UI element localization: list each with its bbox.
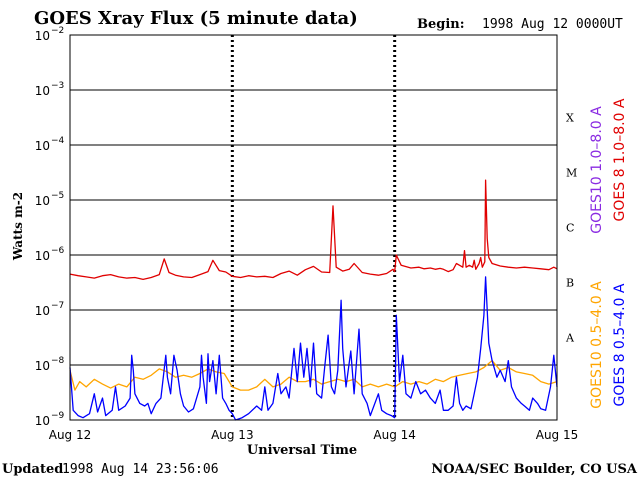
x-tick-label: Aug 12 bbox=[49, 428, 92, 442]
y-tick-exponent: −9 bbox=[51, 411, 65, 421]
y-tick-label: 10 bbox=[35, 84, 50, 98]
y-tick-exponent: −8 bbox=[51, 356, 65, 366]
y-tick-label: 10 bbox=[35, 414, 50, 428]
y-tick-exponent: −2 bbox=[51, 26, 64, 36]
flare-class-label: A bbox=[565, 332, 575, 345]
series-line bbox=[69, 179, 558, 281]
legend-entry: GOES10 0.5–4.0 A bbox=[589, 281, 605, 409]
begin-label: Begin: bbox=[417, 17, 465, 32]
x-axis-label: Universal Time bbox=[247, 443, 357, 458]
x-tick-label: Aug 15 bbox=[536, 428, 579, 442]
y-tick-label: 10 bbox=[35, 304, 50, 318]
legend-entry: GOES 8 0.5–4.0 A bbox=[612, 283, 628, 406]
legend-entry: GOES10 1.0–8.0 A bbox=[589, 106, 605, 234]
updated-label: Updated bbox=[2, 462, 63, 477]
y-tick-exponent: −7 bbox=[51, 301, 64, 311]
y-tick-label: 10 bbox=[35, 29, 50, 43]
y-tick-label: 10 bbox=[35, 359, 50, 373]
y-tick-exponent: −3 bbox=[51, 81, 64, 91]
chart-title: GOES Xray Flux (5 minute data) bbox=[34, 8, 358, 29]
updated-value: 1998 Aug 14 23:56:06 bbox=[62, 462, 219, 477]
y-axis-label: Watts m-2 bbox=[11, 192, 25, 261]
flare-class-label: C bbox=[566, 222, 574, 235]
flare-class-label: B bbox=[566, 277, 574, 290]
series-line bbox=[69, 276, 558, 421]
x-tick-label: Aug 13 bbox=[211, 428, 254, 442]
legend-entry: GOES 8 1.0–8.0 A bbox=[612, 98, 628, 221]
flare-class-label: X bbox=[566, 112, 574, 125]
y-tick-exponent: −4 bbox=[51, 136, 65, 146]
flare-class-label: M bbox=[566, 167, 577, 180]
y-tick-label: 10 bbox=[35, 194, 50, 208]
plot-frame bbox=[69, 34, 558, 421]
begin-value: 1998 Aug 12 0000UT bbox=[482, 17, 623, 32]
y-tick-labels: 10−910−810−710−610−510−410−310−2 bbox=[35, 26, 65, 428]
grid-layer bbox=[70, 34, 557, 421]
x-tick-labels: Aug 12 Aug 13 Aug 14 Aug 15 bbox=[49, 428, 579, 442]
y-tick-exponent: −6 bbox=[51, 246, 65, 256]
y-tick-exponent: −5 bbox=[51, 191, 64, 201]
y-tick-label: 10 bbox=[35, 249, 50, 263]
legend: GOES10 1.0–8.0 A GOES 8 1.0–8.0 A GOES10 0… bbox=[589, 98, 628, 409]
x-tick-label: Aug 14 bbox=[373, 428, 416, 442]
series-layer bbox=[69, 179, 558, 421]
credit-text: NOAA/SEC Boulder, CO USA bbox=[431, 462, 638, 477]
y-tick-label: 10 bbox=[35, 139, 50, 153]
flare-class-labels: X M C B A bbox=[565, 112, 577, 345]
